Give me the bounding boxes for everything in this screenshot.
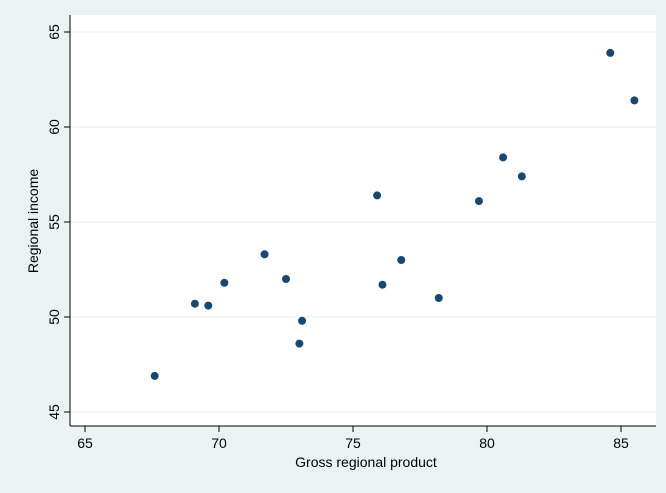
x-tick-label: 85: [613, 435, 629, 451]
tick-layer: 45 50 55 60 65 65 70 75 80 85: [46, 24, 629, 451]
plot-area: [70, 15, 656, 426]
scatter-point: [282, 275, 290, 283]
scatter-point: [397, 256, 406, 264]
y-tick-label: 45: [46, 404, 62, 420]
scatter-point: [295, 339, 304, 348]
scatter-point: [373, 191, 382, 200]
y-tick-label: 65: [46, 24, 62, 40]
y-tick-label: 60: [46, 119, 62, 135]
y-tick-label: 55: [46, 214, 62, 230]
y-axis-label: Regional income: [25, 169, 41, 273]
scatter-point: [190, 299, 199, 308]
scatter-point: [298, 316, 307, 325]
scatter-point: [499, 153, 508, 162]
x-tick-label: 80: [479, 435, 495, 451]
x-tick-label: 70: [211, 435, 227, 451]
scatter-point: [150, 371, 159, 380]
scatter-point: [517, 172, 526, 181]
y-tick-label: 50: [46, 309, 62, 325]
x-tick-label: 75: [345, 435, 361, 451]
x-axis-label: Gross regional product: [295, 454, 437, 470]
point-layer: [150, 48, 639, 380]
scatter-point: [474, 197, 483, 206]
x-tick-label: 65: [77, 435, 93, 451]
scatter-point: [204, 301, 213, 310]
scatter-point: [220, 278, 229, 287]
scatter-point: [630, 96, 639, 105]
scatter-point: [434, 294, 443, 302]
grid-layer: [70, 31, 656, 413]
scatter-point: [260, 250, 269, 259]
scatter-point: [606, 48, 615, 57]
scatter-point: [378, 280, 387, 289]
